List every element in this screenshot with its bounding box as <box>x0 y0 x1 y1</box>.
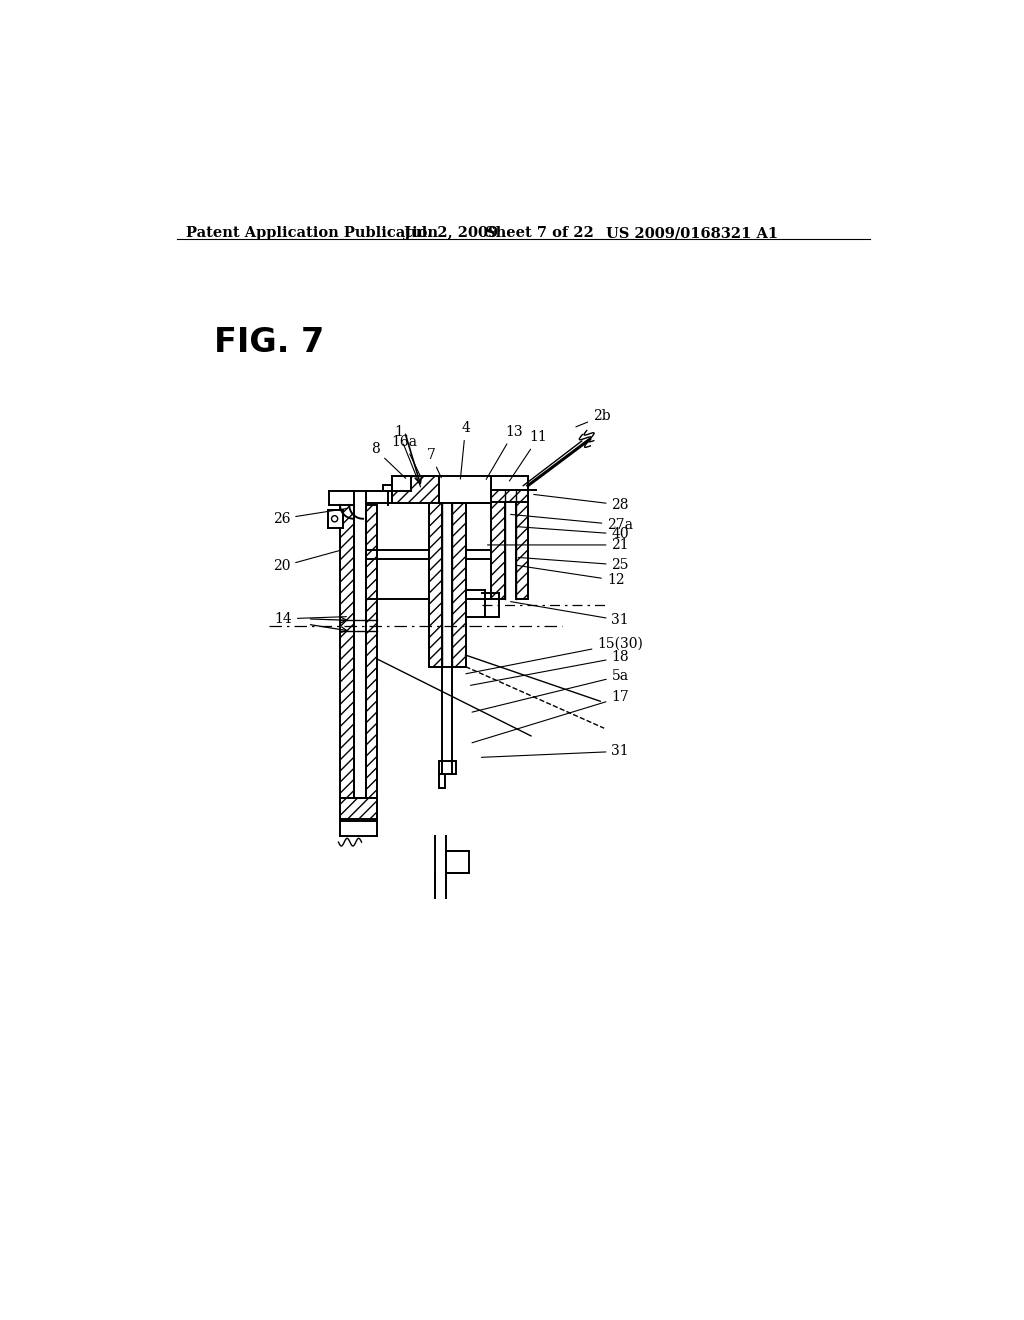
Text: 4: 4 <box>461 421 470 479</box>
Bar <box>466 590 484 618</box>
Text: 12: 12 <box>517 565 625 587</box>
Text: 13: 13 <box>486 425 523 479</box>
Text: 31: 31 <box>481 744 629 758</box>
Text: Patent Application Publication: Patent Application Publication <box>186 226 438 240</box>
Text: 25: 25 <box>518 557 629 572</box>
Text: 28: 28 <box>534 495 629 512</box>
Text: 31: 31 <box>511 602 629 627</box>
Bar <box>453 503 466 667</box>
Text: 7: 7 <box>426 447 441 478</box>
Bar <box>340 797 377 818</box>
Bar <box>490 490 505 599</box>
Text: 2b: 2b <box>575 409 610 426</box>
Bar <box>392 477 438 503</box>
Bar <box>429 503 441 667</box>
Bar <box>367 506 377 797</box>
Text: US 2009/0168321 A1: US 2009/0168321 A1 <box>606 226 778 240</box>
Circle shape <box>332 516 338 521</box>
Text: 11: 11 <box>509 430 548 480</box>
Text: 8: 8 <box>371 442 406 478</box>
Text: Sheet 7 of 22: Sheet 7 of 22 <box>484 226 594 240</box>
Bar <box>383 484 392 491</box>
Text: Jul. 2, 2009: Jul. 2, 2009 <box>403 226 498 240</box>
Text: 5a: 5a <box>472 669 629 713</box>
Bar <box>328 510 343 528</box>
Text: 40: 40 <box>517 527 629 541</box>
Bar <box>438 760 456 775</box>
Text: 26: 26 <box>272 508 347 525</box>
Bar <box>490 490 528 502</box>
Text: 1: 1 <box>394 425 421 487</box>
Bar <box>446 851 469 873</box>
Text: 14: 14 <box>274 612 346 626</box>
Text: 16a: 16a <box>391 434 421 477</box>
Bar <box>515 490 528 599</box>
Text: FIG. 7: FIG. 7 <box>214 326 324 359</box>
Text: 21: 21 <box>487 539 629 552</box>
Bar <box>438 775 444 788</box>
Text: 18: 18 <box>471 651 629 685</box>
Text: 15(30): 15(30) <box>466 636 643 673</box>
Text: 17: 17 <box>472 690 629 743</box>
Bar <box>340 506 354 797</box>
Text: 27a: 27a <box>511 515 633 532</box>
Text: 20: 20 <box>272 550 340 573</box>
Bar <box>392 475 411 491</box>
